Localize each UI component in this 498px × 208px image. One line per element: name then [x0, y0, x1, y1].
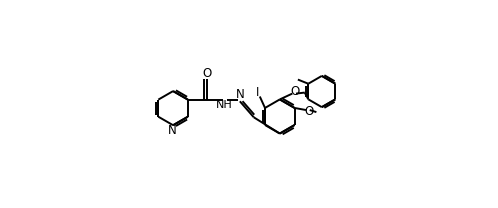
- Text: NH: NH: [216, 100, 232, 110]
- Text: O: O: [290, 85, 299, 98]
- Text: I: I: [256, 86, 259, 99]
- Text: O: O: [304, 105, 313, 118]
- Text: O: O: [202, 67, 211, 80]
- Text: N: N: [236, 88, 244, 101]
- Text: N: N: [168, 124, 176, 137]
